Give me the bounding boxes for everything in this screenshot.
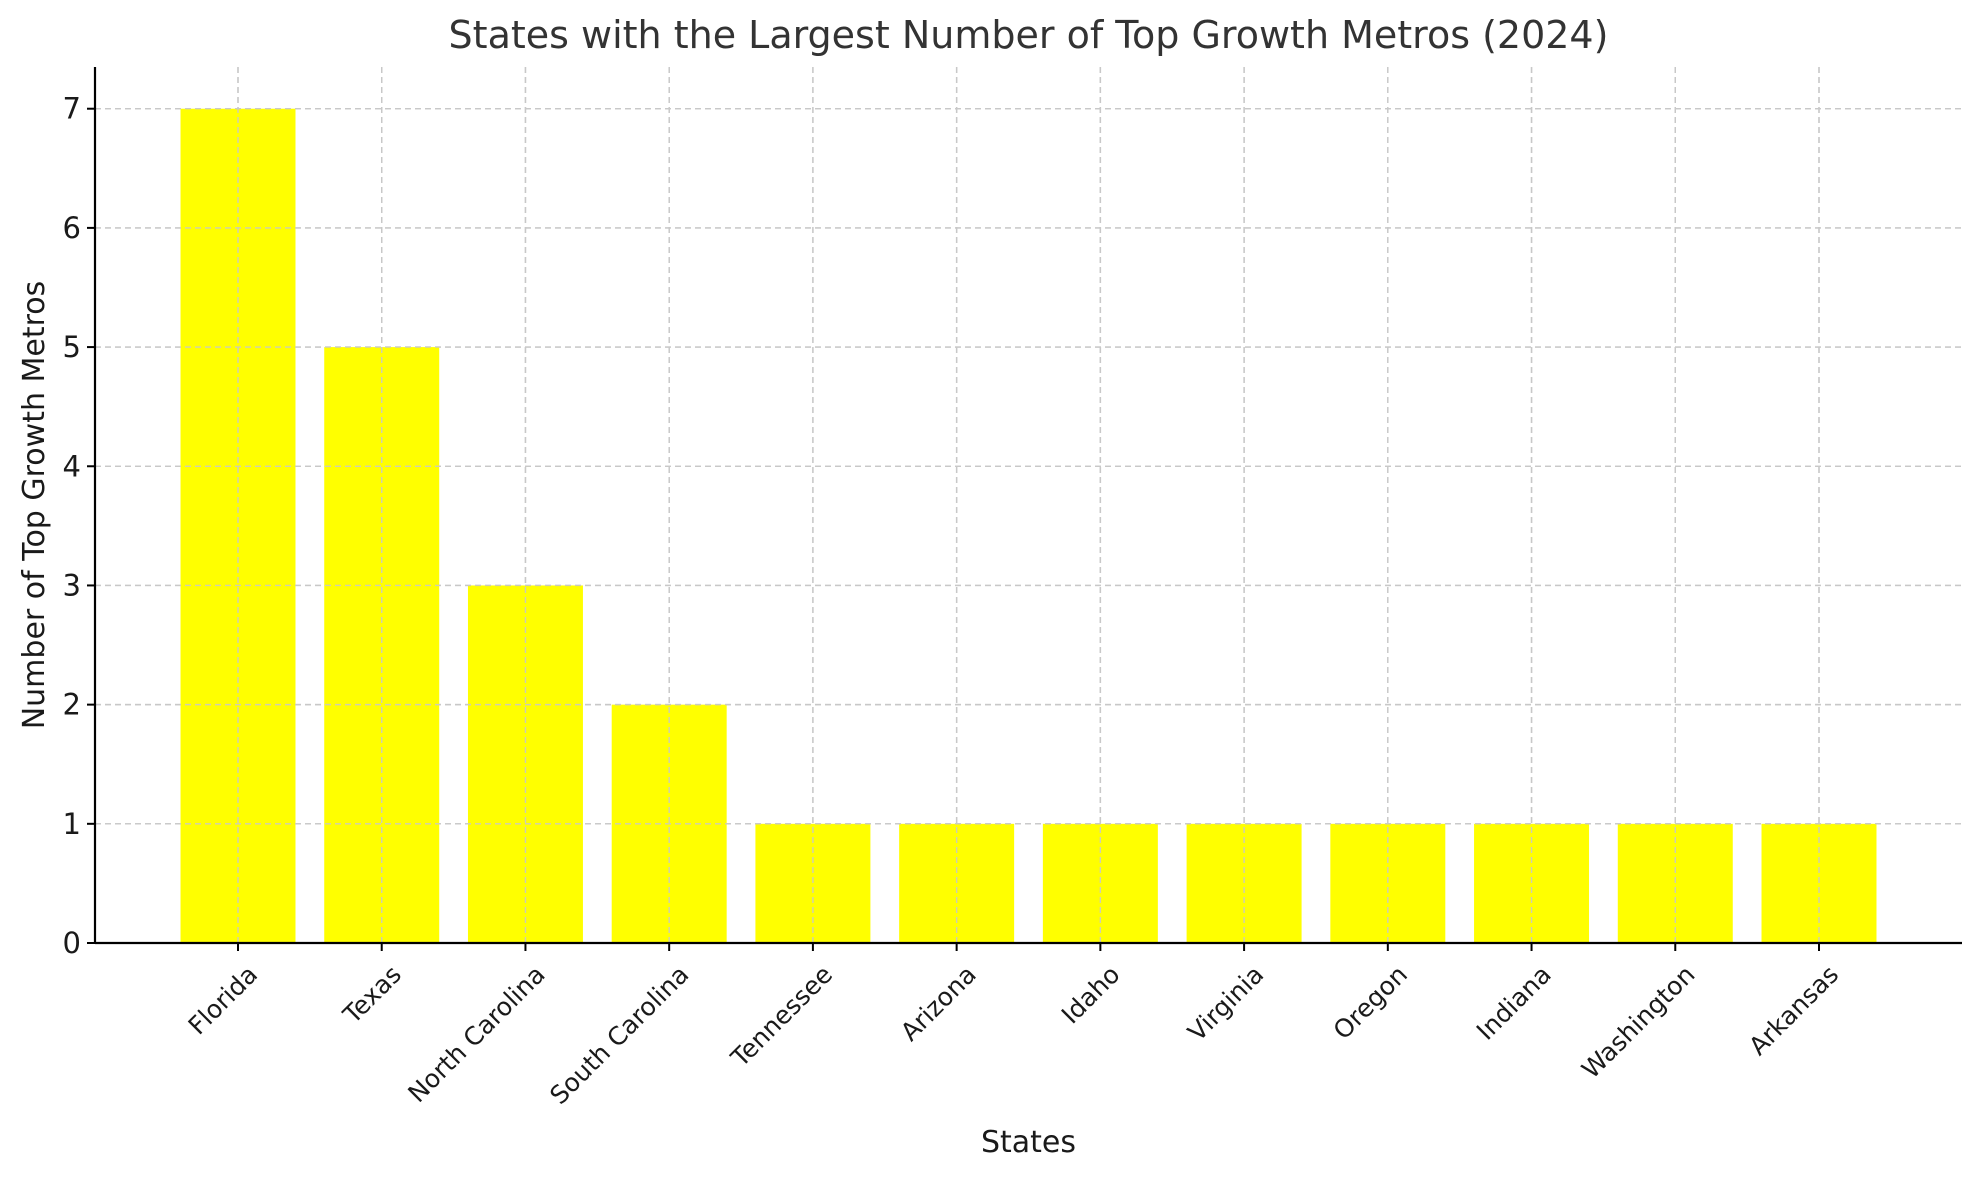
y-tick-label: 3 [63,568,81,602]
x-tick-label: Tennessee [725,960,838,1073]
chart-title: States with the Largest Number of Top Gr… [449,13,1609,57]
bar-arizona [899,823,1015,943]
y-tick-label: 4 [63,449,81,483]
y-tick-label: 5 [63,330,81,364]
y-tick-label: 7 [63,92,81,126]
bar-washington [1617,823,1733,943]
bar-indiana [1474,823,1590,943]
bar-virginia [1186,823,1302,943]
x-tick-label: Arkansas [1743,960,1844,1061]
x-tick-label: Indiana [1471,960,1557,1046]
y-tick-label: 6 [63,211,81,245]
x-axis-label: States [981,1125,1076,1160]
bar-arkansas [1761,823,1877,943]
x-tick-label: Florida [183,960,264,1041]
y-ticks: 0 1 2 3 4 5 6 7 [63,92,95,960]
x-tick-label: North Carolina [402,960,550,1108]
bar-tennessee [755,823,871,943]
x-tick-label: South Carolina [544,960,694,1110]
bar-idaho [1042,823,1158,943]
x-tick-label: Arizona [895,960,982,1047]
bar-texas [324,347,440,943]
y-axis-label: Number of Top Growth Metros [17,281,52,730]
bar-north-carolina [467,585,583,943]
bars-layer [180,108,1877,943]
x-tick-label: Washington [1576,960,1700,1084]
y-tick-label: 1 [63,807,81,841]
y-tick-label: 2 [63,688,81,722]
x-tick-label: Texas [337,960,407,1030]
x-tick-label: Idaho [1056,960,1126,1030]
bar-oregon [1330,823,1446,943]
axes-layer [93,67,1962,945]
x-tick-label: Virginia [1182,960,1269,1047]
x-tick-label: Oregon [1328,960,1413,1045]
y-tick-label: 0 [63,926,81,960]
